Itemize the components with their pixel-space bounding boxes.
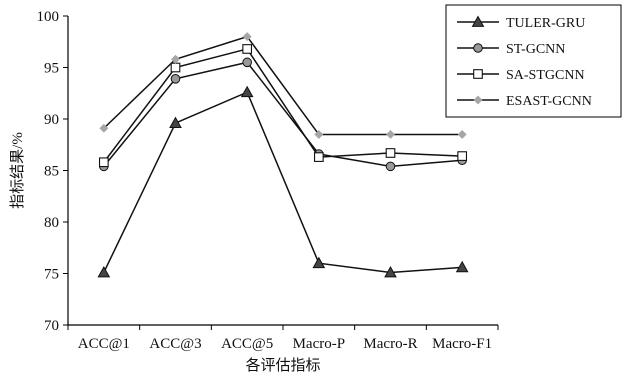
legend-marker	[473, 69, 483, 79]
y-tick-label: 85	[44, 164, 59, 180]
x-tick-label: ACC@1	[78, 336, 130, 352]
legend-label: ESAST-GCNN	[506, 94, 592, 109]
data-point	[385, 161, 396, 172]
data-point	[98, 157, 109, 168]
legend-marker	[471, 15, 485, 27]
data-point	[242, 44, 253, 54]
data-point	[385, 129, 396, 140]
x-tick-label: ACC@5	[221, 336, 273, 352]
legend-label: SA-STGCNN	[506, 68, 585, 83]
legend-item: SA-STGCNN	[457, 68, 585, 83]
data-point	[457, 151, 468, 161]
y-tick-label: 90	[44, 112, 59, 128]
data-point	[242, 57, 252, 68]
y-tick-label: 75	[44, 267, 59, 283]
series-esast-gcnn	[99, 32, 467, 140]
y-tick-label: 70	[44, 318, 59, 334]
data-point	[170, 74, 181, 84]
legend-item: ST-GCNN	[457, 42, 565, 57]
data-point	[455, 260, 469, 273]
legend: TULER-GRU ST-GCNN SA-STGCNN ESAST-GCNN	[445, 4, 622, 118]
x-tick-label: ACC@3	[149, 336, 201, 352]
series-line	[103, 35, 463, 136]
x-axis-ticks: ACC@1 ACC@3 ACC@5 Macro-P Macro-R Macro-F1	[67, 325, 499, 352]
legend-marker	[473, 43, 483, 53]
series-line	[103, 61, 463, 168]
data-point	[170, 62, 181, 73]
y-axis-ticks: 70 75 80 85 90 95 100	[37, 9, 68, 334]
series-line	[103, 91, 463, 274]
y-tick-label: 80	[44, 215, 59, 231]
series-line	[103, 48, 463, 163]
y-axis-label: 指标结果/%	[9, 132, 26, 209]
data-point	[384, 265, 397, 278]
x-axis-label: 各评估指标	[245, 357, 320, 374]
data-point	[99, 123, 109, 133]
data-point	[385, 148, 396, 158]
x-tick-label: Macro-F1	[432, 336, 492, 352]
data-point	[169, 116, 182, 129]
legend-label: ST-GCNN	[506, 42, 565, 57]
data-point	[240, 85, 254, 98]
legend-label: TULER-GRU	[506, 16, 585, 31]
data-point	[242, 32, 252, 42]
axes	[67, 16, 498, 326]
legend-marker	[473, 95, 483, 105]
series-sa-stgcnn	[98, 44, 468, 168]
series-st-gcnn	[99, 57, 467, 172]
x-tick-label: Macro-R	[363, 336, 417, 352]
data-point	[312, 256, 326, 269]
x-tick-label: Macro-P	[293, 336, 346, 352]
data-point	[97, 265, 111, 278]
series-tuler-gru	[97, 85, 469, 278]
data-point	[457, 129, 467, 140]
y-tick-label: 100	[37, 9, 60, 25]
data-point	[314, 129, 324, 140]
data-point	[170, 54, 181, 64]
legend-item: TULER-GRU	[457, 15, 585, 31]
y-tick-label: 95	[44, 61, 59, 77]
series-layer	[97, 32, 469, 278]
data-point	[313, 152, 324, 162]
legend-item: ESAST-GCNN	[457, 94, 592, 109]
